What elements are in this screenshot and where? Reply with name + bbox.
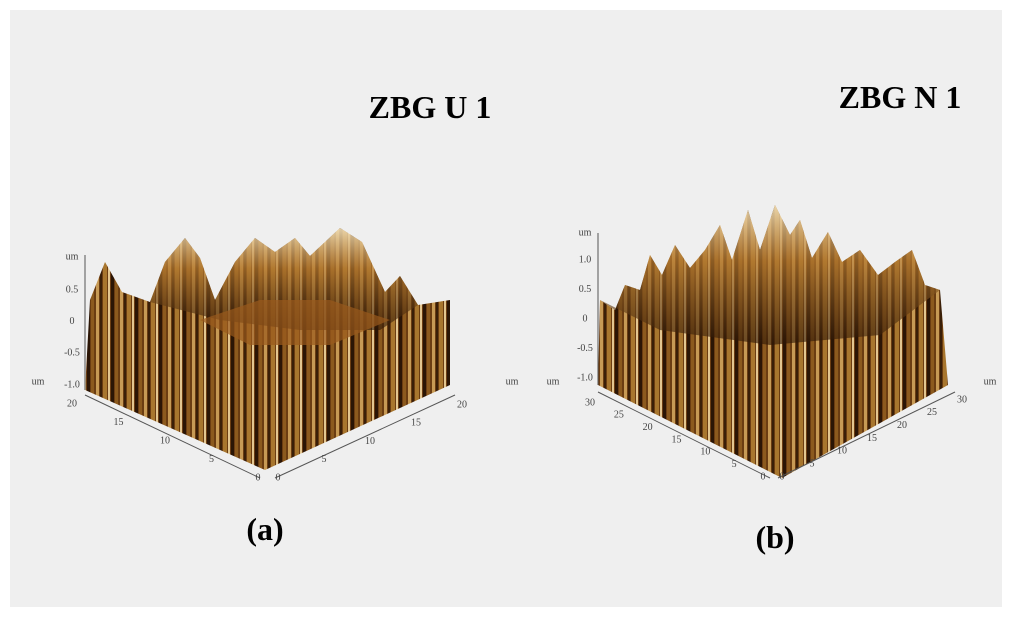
right-unit: um	[506, 376, 519, 387]
panel-title: ZBG U 1	[369, 89, 492, 125]
left-ticks-label: 20	[643, 422, 653, 433]
right-ticks-label: 10	[837, 446, 847, 457]
z-tick-label: 0	[583, 313, 588, 324]
left-ticks-label: 30	[585, 397, 595, 408]
left-ticks-label: 20	[67, 398, 77, 409]
figure: ZBG U 1 (a) um um um 0.5 0 -0.5 -1.0 20 15 10 5 0 0 5 10…	[0, 0, 1012, 617]
right-ticks-label: 0	[276, 472, 281, 483]
z-tick-label: -1.0	[577, 372, 593, 383]
right-ticks-label: 15	[411, 418, 421, 429]
z-tick-label: 1.0	[579, 254, 592, 265]
z-tick-label: 0	[70, 316, 75, 327]
left-unit: um	[32, 376, 45, 387]
right-ticks-label: 15	[867, 433, 877, 444]
left-ticks-label: 5	[209, 454, 214, 465]
right-ticks-label: 20	[897, 420, 907, 431]
right-unit: um	[984, 376, 997, 387]
right-ticks-label: 30	[957, 394, 967, 405]
left-ticks-label: 0	[761, 471, 766, 482]
right-ticks-label: 5	[810, 458, 815, 469]
z-tick-label: -0.5	[64, 348, 80, 359]
right-ticks-label: 10	[365, 436, 375, 447]
panel-title: ZBG N 1	[839, 79, 962, 115]
right-ticks-label: 0	[780, 471, 785, 482]
left-ticks-label: 5	[732, 459, 737, 470]
z-unit: um	[579, 227, 592, 238]
z-unit: um	[66, 251, 79, 262]
left-ticks-label: 25	[614, 410, 624, 421]
z-tick-label: -0.5	[577, 343, 593, 354]
left-unit: um	[547, 376, 560, 387]
panel-caption: (a)	[246, 511, 283, 547]
z-tick-label: 0.5	[66, 284, 79, 295]
left-ticks-label: 0	[256, 472, 261, 483]
left-ticks-label: 10	[700, 447, 710, 458]
left-ticks-label: 15	[114, 417, 124, 428]
right-ticks-label: 20	[457, 399, 467, 410]
left-ticks-label: 10	[160, 435, 170, 446]
right-ticks-label: 25	[927, 407, 937, 418]
panel-caption: (b)	[755, 519, 794, 555]
z-tick-label: -1.0	[64, 379, 80, 390]
left-ticks-label: 15	[672, 434, 682, 445]
z-tick-label: 0.5	[579, 284, 592, 295]
right-ticks-label: 5	[322, 454, 327, 465]
